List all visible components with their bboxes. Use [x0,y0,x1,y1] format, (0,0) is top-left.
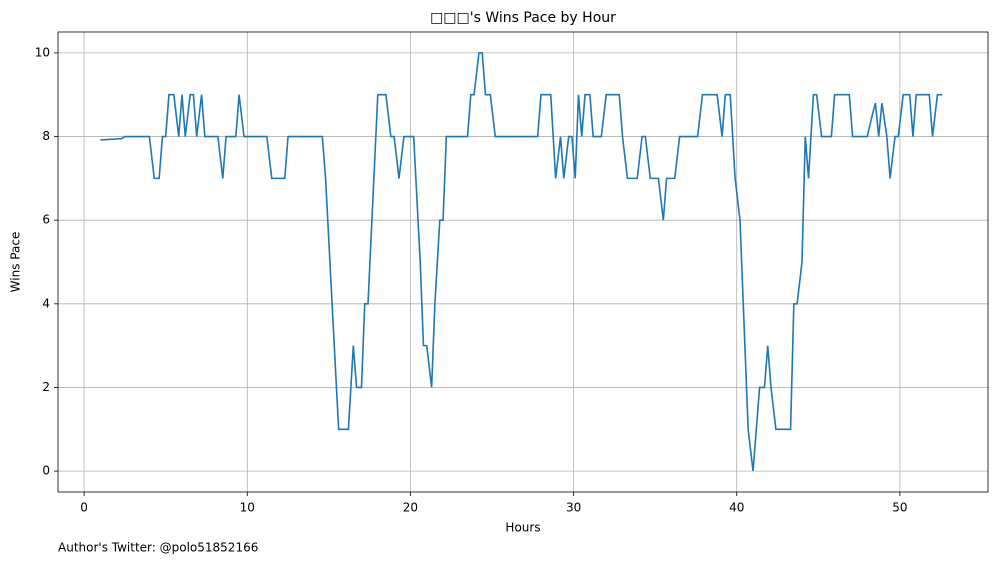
y-tick-label: 10 [35,45,50,59]
x-tick-label: 0 [80,501,88,515]
y-tick-label: 4 [42,296,50,310]
x-axis-label: Hours [505,521,540,535]
y-tick-label: 8 [42,129,50,143]
plot-frame [57,31,989,493]
data-line [100,52,943,472]
x-tick-label: 40 [729,501,744,515]
x-tick-label: 20 [403,501,418,515]
y-tick-label: 0 [42,464,50,478]
x-tick-label: 50 [892,501,907,515]
footer: Author's Twitter: @polo51852166 [58,541,258,555]
x-tick-label: 30 [566,501,581,515]
chart-title: □□□'s Wins Pace by Hour [430,10,616,26]
y-tick-label: 6 [42,213,50,227]
x-tick-label: 10 [240,501,255,515]
y-tick-label: 2 [42,380,50,394]
y-axis-label: Wins Pace [9,232,23,293]
